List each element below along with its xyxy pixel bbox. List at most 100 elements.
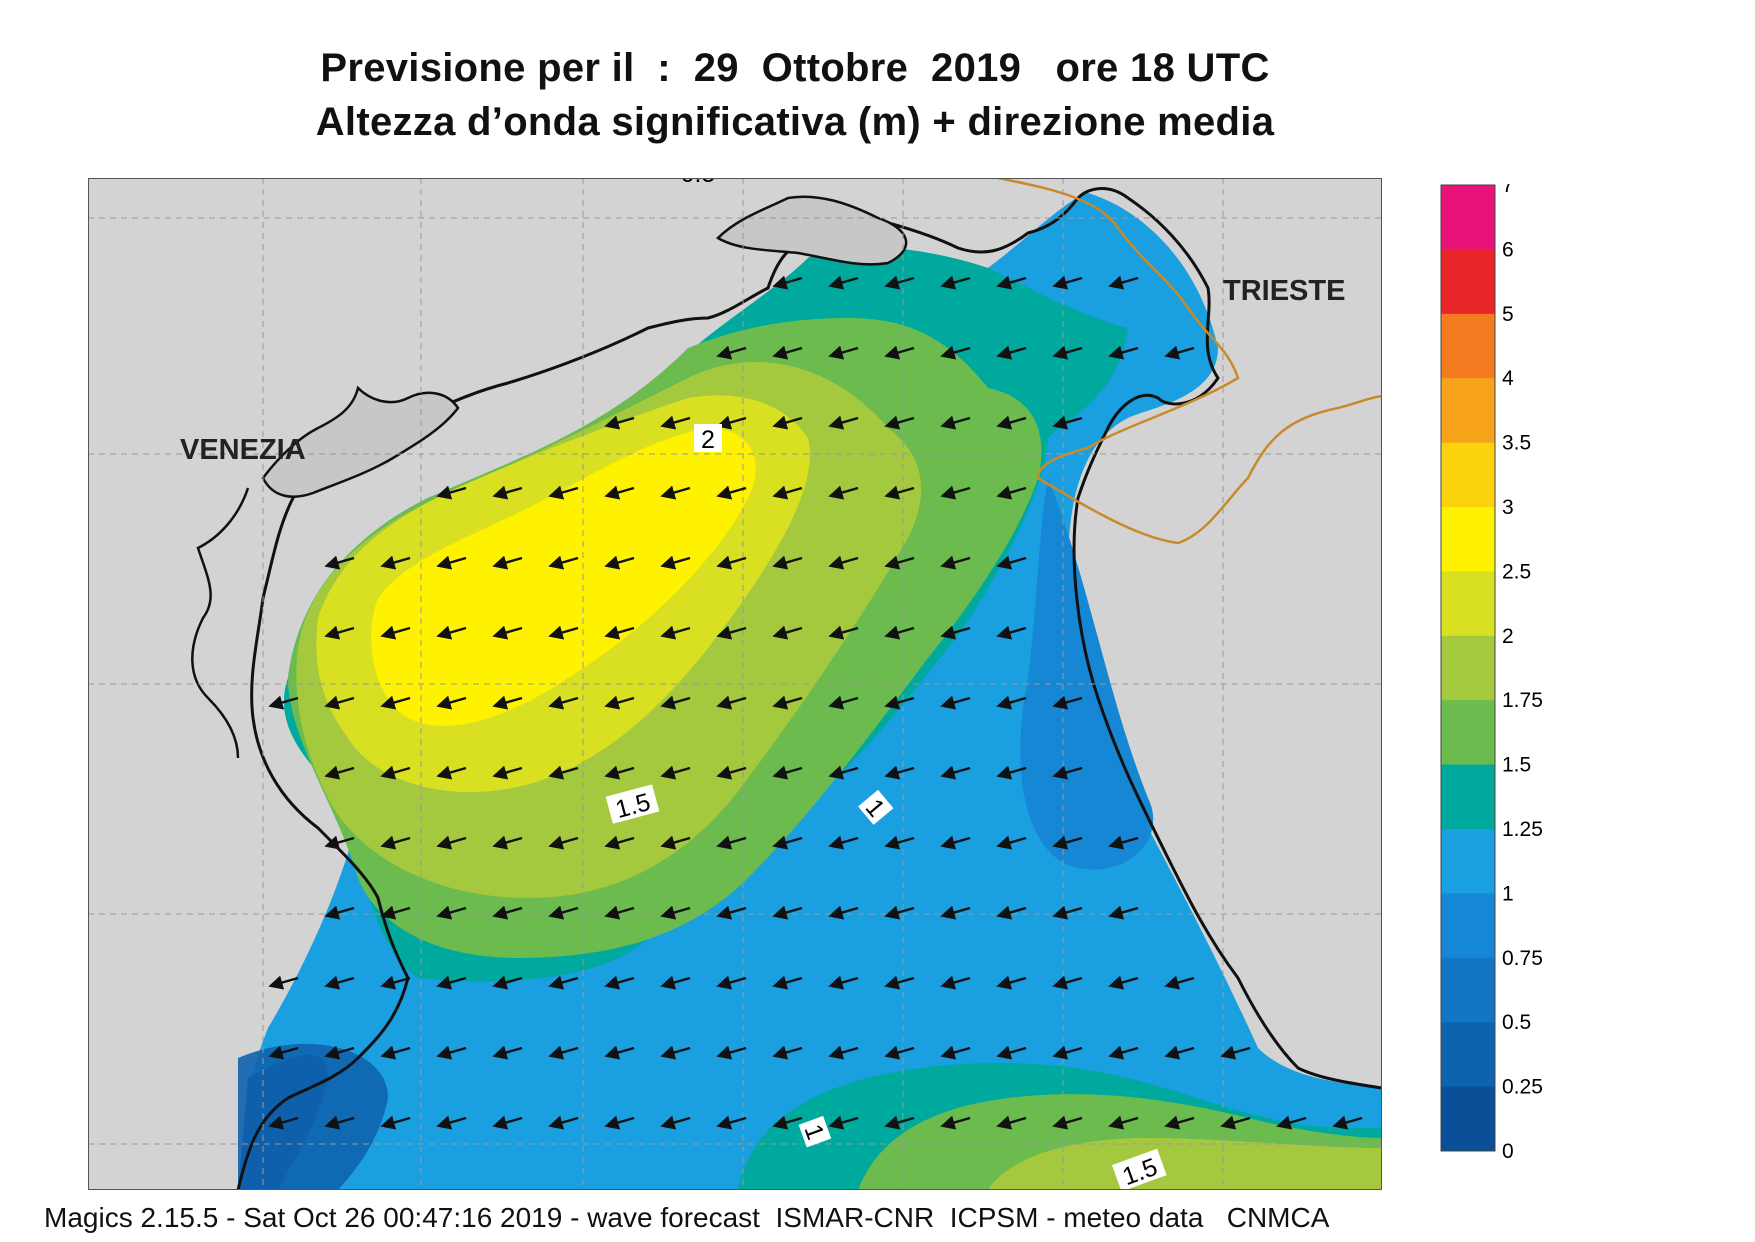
direction-arrow xyxy=(604,765,635,780)
direction-arrow xyxy=(380,625,411,640)
direction-arrow xyxy=(324,765,355,780)
direction-arrow xyxy=(436,695,467,710)
direction-arrow xyxy=(996,835,1027,850)
direction-arrow xyxy=(492,625,523,640)
direction-arrow xyxy=(940,975,971,990)
legend-tick-label: 7 xyxy=(1502,184,1514,197)
direction-arrow xyxy=(828,765,859,780)
direction-arrow xyxy=(660,555,691,570)
direction-arrow xyxy=(772,345,803,360)
direction-arrow xyxy=(1108,345,1139,360)
direction-arrow xyxy=(884,765,915,780)
direction-arrow xyxy=(1220,1115,1251,1130)
direction-arrow xyxy=(492,975,523,990)
direction-arrow xyxy=(772,905,803,920)
city-label-venezia: VENEZIA xyxy=(180,434,306,466)
direction-arrow xyxy=(268,1045,299,1060)
direction-arrow xyxy=(604,625,635,640)
band-1-5-1-75-south xyxy=(988,1138,1382,1190)
direction-arrow xyxy=(940,625,971,640)
legend-band xyxy=(1441,313,1495,379)
contour-label-2: 2 xyxy=(701,426,715,454)
direction-arrow xyxy=(1108,1115,1139,1130)
direction-arrow xyxy=(772,1115,803,1130)
direction-arrow xyxy=(1052,835,1083,850)
direction-arrow xyxy=(492,905,523,920)
direction-arrow xyxy=(1052,345,1083,360)
legend-ticks: 7 6 5 4 3.5 3 2.5 2 1.75 1.5 1.25 1 0.75 0.5 0.25 0 xyxy=(1502,184,1543,1163)
direction-arrow xyxy=(548,835,579,850)
direction-arrow xyxy=(716,695,747,710)
direction-arrow xyxy=(548,975,579,990)
direction-arrow xyxy=(996,345,1027,360)
direction-arrow xyxy=(268,975,299,990)
direction-arrow xyxy=(884,345,915,360)
direction-arrow xyxy=(884,485,915,500)
legend-tick-label: 1.5 xyxy=(1502,754,1531,777)
grid xyxy=(88,178,1382,1190)
direction-arrow xyxy=(324,975,355,990)
legend-tick-label: 2 xyxy=(1502,625,1514,648)
legend-band xyxy=(1441,893,1495,959)
direction-arrow xyxy=(1108,1045,1139,1060)
direction-arrow xyxy=(436,555,467,570)
direction-arrow xyxy=(1108,975,1139,990)
legend-band xyxy=(1441,249,1495,315)
direction-arrow xyxy=(548,555,579,570)
direction-arrow xyxy=(436,625,467,640)
direction-arrow xyxy=(884,625,915,640)
direction-arrow xyxy=(828,1115,859,1130)
direction-arrow xyxy=(548,625,579,640)
direction-arrow xyxy=(716,625,747,640)
direction-arrow xyxy=(996,1115,1027,1130)
direction-arrow xyxy=(940,905,971,920)
legend-tick-label: 1.25 xyxy=(1502,818,1543,841)
direction-arrow xyxy=(380,905,411,920)
direction-arrow xyxy=(996,625,1027,640)
direction-arrow xyxy=(380,555,411,570)
direction-arrow xyxy=(828,835,859,850)
direction-arrow xyxy=(436,485,467,500)
direction-arrow xyxy=(380,1045,411,1060)
legend-tick-label: 1 xyxy=(1502,882,1514,905)
direction-arrow xyxy=(828,975,859,990)
direction-arrow xyxy=(996,1045,1027,1060)
legend-band xyxy=(1441,442,1495,508)
direction-arrow xyxy=(940,555,971,570)
direction-arrow xyxy=(996,415,1027,430)
direction-arrow xyxy=(548,905,579,920)
legend-band xyxy=(1441,700,1495,766)
map-frame xyxy=(88,178,1382,1190)
direction-arrow xyxy=(268,1115,299,1130)
direction-arrow xyxy=(1164,1045,1195,1060)
direction-arrow xyxy=(1052,415,1083,430)
legend-frame xyxy=(1440,184,1496,1152)
direction-arrow xyxy=(324,1115,355,1130)
direction-arrow xyxy=(940,485,971,500)
direction-arrow xyxy=(436,835,467,850)
direction-arrow xyxy=(436,905,467,920)
wave-height-map: 0.5 2 1.5 1 1 1.5 VENEZ xyxy=(88,178,1382,1190)
direction-arrow xyxy=(380,765,411,780)
direction-arrow xyxy=(380,695,411,710)
title-line-1: Previsione per il : 29 Ottobre 2019 ore … xyxy=(320,46,1270,90)
direction-arrow xyxy=(884,905,915,920)
direction-arrow xyxy=(828,625,859,640)
direction-arrow xyxy=(1052,765,1083,780)
direction-arrow xyxy=(436,1115,467,1130)
legend-tick-label: 0.5 xyxy=(1502,1011,1531,1034)
direction-arrow xyxy=(772,975,803,990)
legend-tick-label: 0.75 xyxy=(1502,947,1543,970)
direction-arrow xyxy=(1276,1115,1307,1130)
legend-tick-label: 3 xyxy=(1502,496,1514,519)
direction-arrow xyxy=(436,765,467,780)
direction-arrow xyxy=(660,835,691,850)
direction-arrow xyxy=(1164,1115,1195,1130)
direction-arrow xyxy=(772,415,803,430)
direction-arrow xyxy=(716,555,747,570)
direction-arrow xyxy=(772,625,803,640)
footer-credits: Magics 2.15.5 - Sat Oct 26 00:47:16 2019… xyxy=(44,1202,1330,1233)
direction-arrow xyxy=(996,765,1027,780)
direction-arrow xyxy=(660,765,691,780)
direction-arrow xyxy=(1332,1115,1363,1130)
